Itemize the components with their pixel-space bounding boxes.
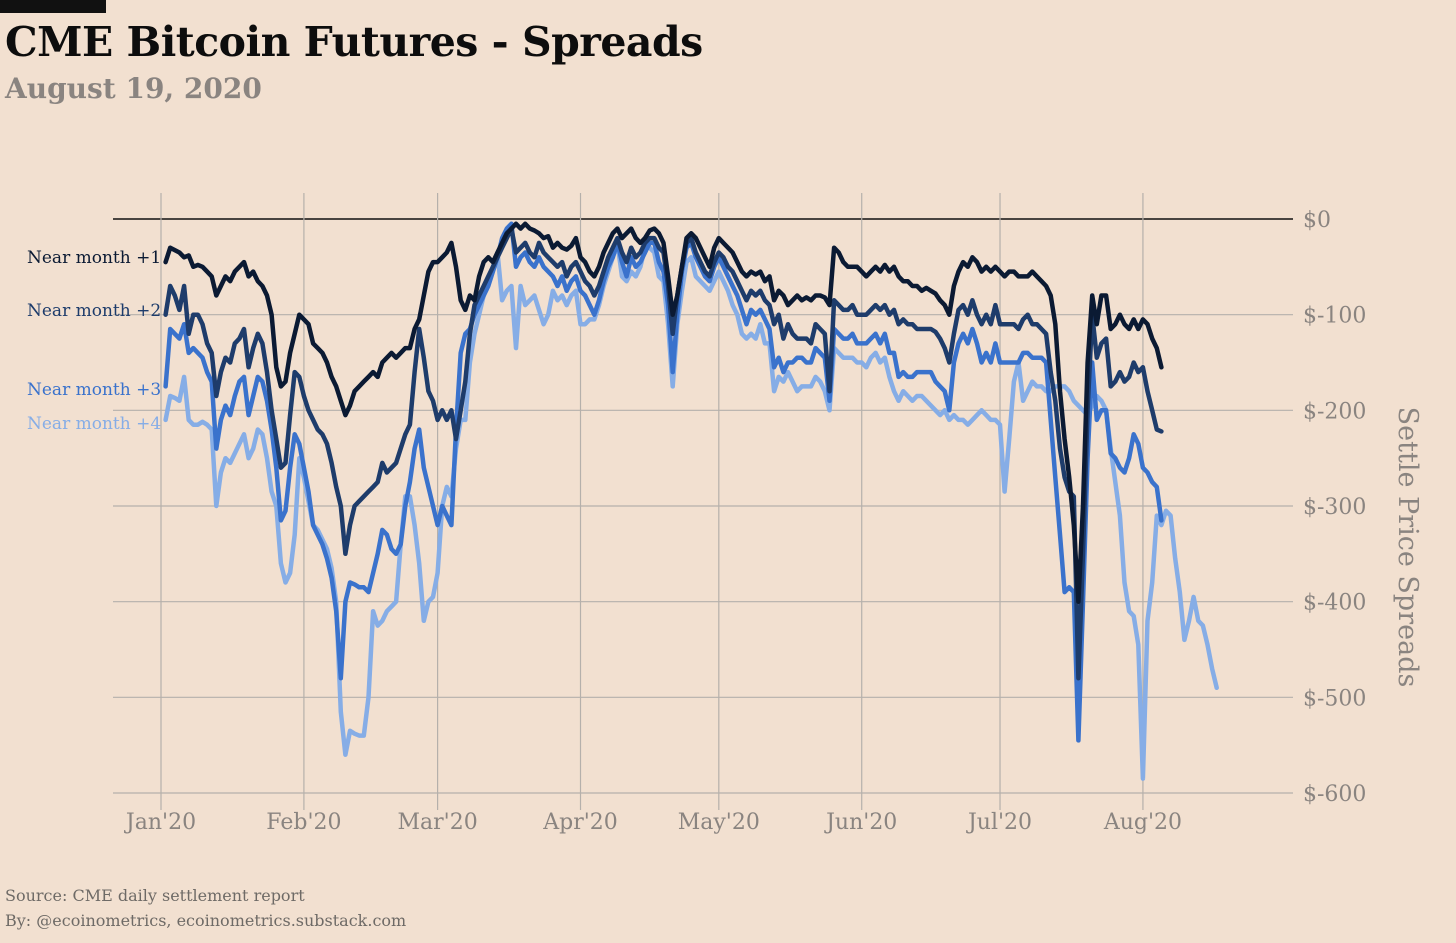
y-axis: $0 $-100 $-200 $-300 $-400 $-500 $-600 [1303, 208, 1366, 807]
y-tick-label: $-600 [1303, 782, 1366, 807]
top-accent-bar [0, 0, 106, 13]
series-lines [163, 221, 1219, 781]
legend-label: Near month +1 [27, 248, 161, 268]
y-tick-label: $-300 [1303, 495, 1366, 520]
x-tick-label: Apr'20 [542, 810, 618, 835]
source-note: Source: CME daily settlement report [5, 886, 305, 905]
y-tick-label: $-200 [1303, 399, 1366, 424]
x-tick-label: May'20 [678, 810, 760, 835]
grid [113, 193, 1293, 810]
x-tick-label: Mar'20 [397, 810, 477, 835]
y-tick-label: $0 [1303, 208, 1331, 233]
series-line [163, 221, 1164, 604]
y-tick-label: $-100 [1303, 304, 1366, 329]
x-tick-label: Jun'20 [824, 810, 897, 835]
x-axis: Jan'20 Feb'20 Mar'20 Apr'20 May'20 Jun'20 Jul'… [124, 810, 1182, 835]
series-line [163, 240, 1219, 781]
legend-label: Near month +4 [27, 414, 161, 434]
y-axis-label: Settle Price Spreads [1392, 407, 1423, 688]
x-tick-label: Aug'20 [1103, 810, 1182, 835]
x-tick-label: Feb'20 [266, 810, 341, 835]
y-tick-label: $-400 [1303, 591, 1366, 616]
chart-title: CME Bitcoin Futures - Spreads [5, 18, 703, 66]
series-line [163, 221, 1164, 743]
legend-label: Near month +2 [27, 301, 161, 321]
x-tick-label: Jan'20 [124, 810, 196, 835]
chart-subtitle: August 19, 2020 [5, 72, 262, 105]
byline-note: By: @ecoinometrics, ecoinometrics.substa… [5, 911, 407, 930]
y-tick-label: $-500 [1303, 686, 1366, 711]
x-tick-label: Jul'20 [966, 810, 1032, 835]
legend: Near month +1 Near month +2 Near month +3 N… [27, 248, 161, 434]
legend-label: Near month +3 [27, 380, 161, 400]
